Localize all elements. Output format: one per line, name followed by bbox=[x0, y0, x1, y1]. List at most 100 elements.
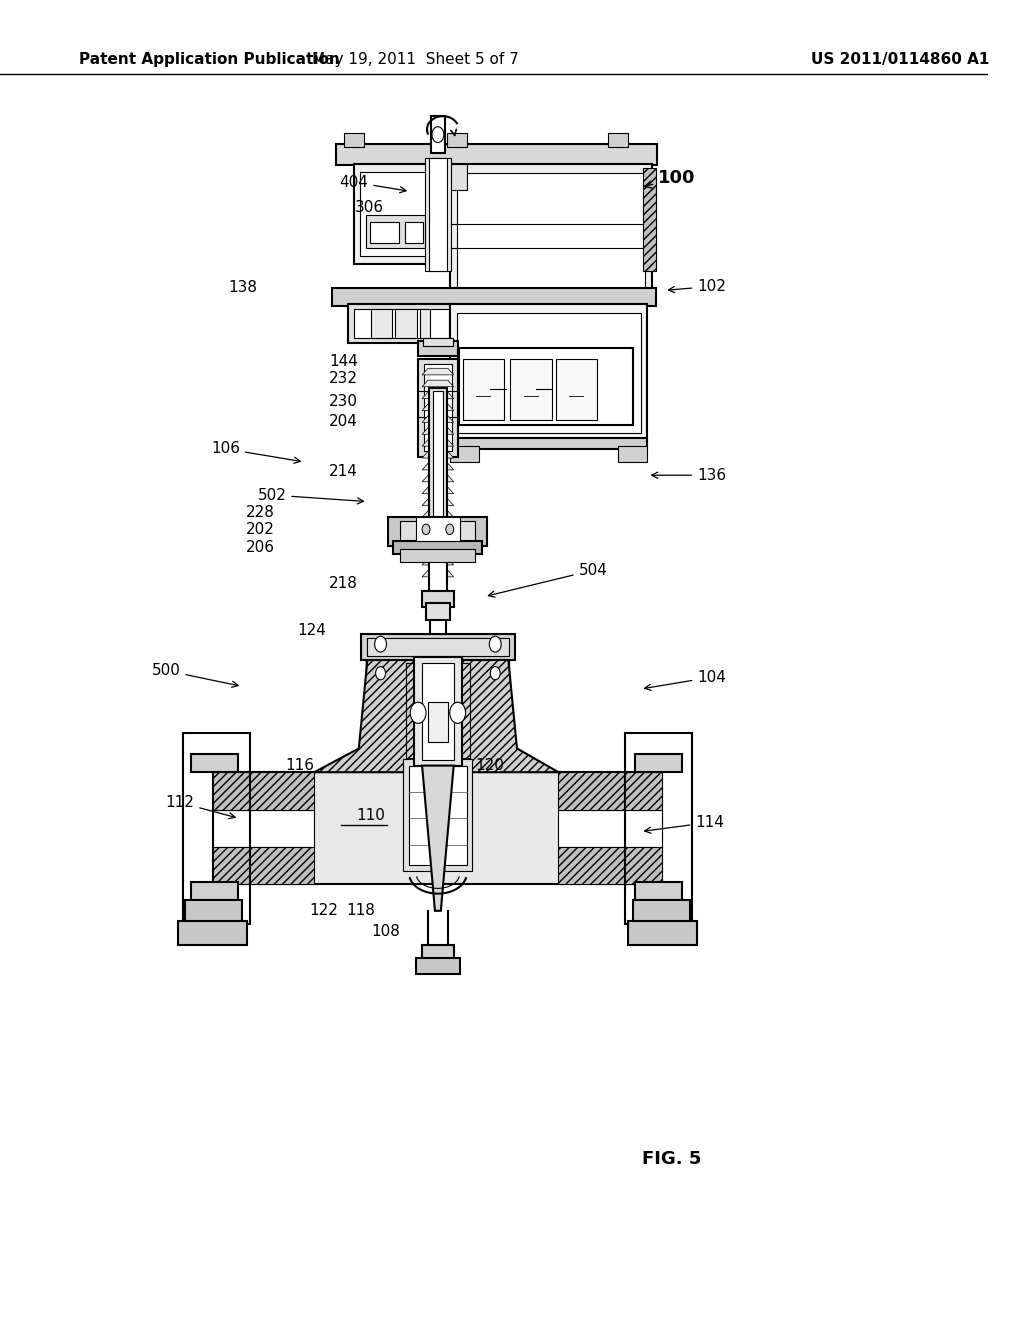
Text: 204: 204 bbox=[329, 413, 357, 429]
FancyBboxPatch shape bbox=[426, 603, 450, 620]
FancyBboxPatch shape bbox=[446, 133, 467, 147]
FancyBboxPatch shape bbox=[418, 341, 458, 356]
Text: 232: 232 bbox=[329, 371, 357, 387]
Polygon shape bbox=[422, 463, 454, 470]
FancyBboxPatch shape bbox=[360, 634, 515, 660]
FancyBboxPatch shape bbox=[344, 133, 364, 147]
FancyBboxPatch shape bbox=[429, 388, 446, 533]
Polygon shape bbox=[422, 475, 454, 482]
FancyBboxPatch shape bbox=[410, 766, 467, 865]
Polygon shape bbox=[422, 392, 454, 399]
Polygon shape bbox=[367, 660, 509, 759]
Polygon shape bbox=[422, 546, 454, 553]
Polygon shape bbox=[422, 511, 454, 517]
Text: 108: 108 bbox=[372, 924, 400, 940]
FancyBboxPatch shape bbox=[213, 772, 314, 810]
Text: 120: 120 bbox=[475, 758, 504, 774]
FancyBboxPatch shape bbox=[332, 288, 656, 306]
FancyBboxPatch shape bbox=[450, 164, 652, 304]
Circle shape bbox=[422, 524, 430, 535]
FancyBboxPatch shape bbox=[213, 772, 663, 884]
Polygon shape bbox=[422, 766, 454, 911]
Text: 228: 228 bbox=[246, 504, 274, 520]
FancyBboxPatch shape bbox=[635, 882, 682, 900]
Text: 218: 218 bbox=[329, 576, 357, 591]
Text: 104: 104 bbox=[645, 669, 726, 690]
Polygon shape bbox=[422, 535, 454, 541]
Circle shape bbox=[489, 636, 501, 652]
Polygon shape bbox=[422, 451, 454, 458]
FancyBboxPatch shape bbox=[359, 172, 441, 256]
Text: 306: 306 bbox=[354, 199, 384, 215]
FancyBboxPatch shape bbox=[418, 359, 458, 457]
FancyBboxPatch shape bbox=[463, 359, 504, 420]
Circle shape bbox=[375, 636, 386, 652]
FancyBboxPatch shape bbox=[190, 754, 239, 772]
FancyBboxPatch shape bbox=[213, 847, 314, 884]
FancyBboxPatch shape bbox=[348, 304, 455, 343]
Polygon shape bbox=[422, 499, 454, 506]
FancyBboxPatch shape bbox=[420, 309, 430, 338]
Polygon shape bbox=[422, 428, 454, 434]
Polygon shape bbox=[422, 416, 454, 422]
FancyBboxPatch shape bbox=[558, 810, 663, 847]
FancyBboxPatch shape bbox=[416, 517, 460, 541]
FancyBboxPatch shape bbox=[450, 446, 479, 462]
FancyBboxPatch shape bbox=[371, 309, 392, 338]
Text: 110: 110 bbox=[356, 808, 385, 824]
Text: 214: 214 bbox=[329, 463, 357, 479]
Text: 202: 202 bbox=[246, 521, 274, 537]
FancyBboxPatch shape bbox=[422, 945, 454, 961]
Circle shape bbox=[445, 524, 454, 535]
FancyBboxPatch shape bbox=[450, 438, 647, 449]
Polygon shape bbox=[422, 570, 454, 577]
Text: 206: 206 bbox=[246, 540, 274, 556]
FancyBboxPatch shape bbox=[425, 158, 451, 271]
FancyBboxPatch shape bbox=[400, 521, 475, 543]
Polygon shape bbox=[422, 440, 454, 446]
Polygon shape bbox=[422, 404, 454, 411]
Text: 500: 500 bbox=[152, 663, 239, 688]
FancyBboxPatch shape bbox=[608, 133, 628, 147]
FancyBboxPatch shape bbox=[190, 882, 239, 900]
FancyBboxPatch shape bbox=[395, 309, 417, 338]
FancyBboxPatch shape bbox=[558, 847, 663, 884]
Polygon shape bbox=[422, 380, 454, 387]
Circle shape bbox=[490, 667, 500, 680]
Circle shape bbox=[432, 127, 443, 143]
FancyBboxPatch shape bbox=[558, 772, 663, 810]
Text: 404: 404 bbox=[339, 174, 407, 193]
FancyBboxPatch shape bbox=[633, 900, 690, 924]
Polygon shape bbox=[422, 558, 454, 565]
Text: Patent Application Publication: Patent Application Publication bbox=[79, 51, 340, 67]
FancyBboxPatch shape bbox=[431, 116, 444, 153]
FancyBboxPatch shape bbox=[617, 446, 647, 462]
FancyBboxPatch shape bbox=[449, 164, 467, 190]
FancyBboxPatch shape bbox=[185, 900, 242, 924]
Text: 136: 136 bbox=[651, 467, 726, 483]
FancyBboxPatch shape bbox=[450, 304, 647, 442]
FancyBboxPatch shape bbox=[635, 754, 682, 772]
FancyBboxPatch shape bbox=[423, 338, 453, 346]
Text: 116: 116 bbox=[286, 758, 314, 774]
Text: 230: 230 bbox=[329, 393, 357, 409]
FancyBboxPatch shape bbox=[400, 549, 475, 562]
Text: 114: 114 bbox=[645, 814, 724, 833]
FancyBboxPatch shape bbox=[406, 222, 423, 243]
Text: May 19, 2011  Sheet 5 of 7: May 19, 2011 Sheet 5 of 7 bbox=[311, 51, 518, 67]
Text: 122: 122 bbox=[309, 903, 338, 919]
FancyBboxPatch shape bbox=[457, 173, 645, 294]
FancyBboxPatch shape bbox=[403, 759, 472, 871]
FancyBboxPatch shape bbox=[422, 591, 454, 607]
FancyBboxPatch shape bbox=[430, 616, 445, 636]
FancyBboxPatch shape bbox=[556, 359, 597, 420]
FancyBboxPatch shape bbox=[213, 810, 314, 847]
Text: 100: 100 bbox=[644, 169, 696, 189]
FancyBboxPatch shape bbox=[366, 215, 435, 248]
Polygon shape bbox=[314, 647, 558, 772]
Circle shape bbox=[411, 702, 426, 723]
Text: 144: 144 bbox=[329, 354, 357, 370]
Polygon shape bbox=[422, 368, 454, 375]
FancyBboxPatch shape bbox=[414, 657, 462, 766]
Text: 504: 504 bbox=[488, 562, 607, 597]
